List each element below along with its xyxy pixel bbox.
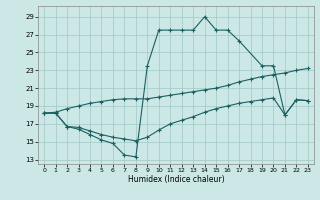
X-axis label: Humidex (Indice chaleur): Humidex (Indice chaleur) — [128, 175, 224, 184]
